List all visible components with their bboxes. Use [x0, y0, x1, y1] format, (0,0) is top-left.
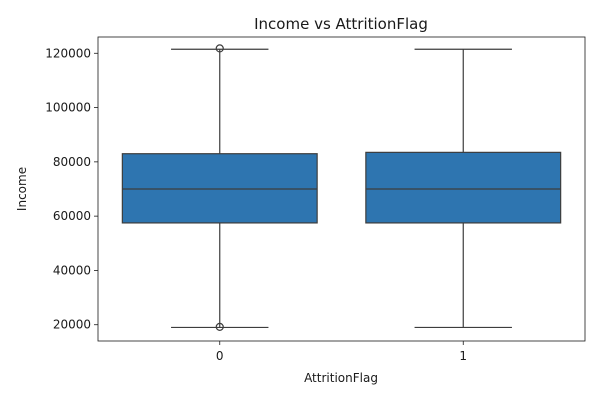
outlier-point [215, 322, 224, 331]
y-tick-label: 100000 [45, 101, 91, 115]
y-tick-label: 120000 [45, 46, 91, 60]
box [365, 151, 562, 224]
x-tick-label: 1 [459, 349, 467, 363]
outlier-point [215, 44, 224, 53]
y-tick-label: 40000 [53, 263, 91, 277]
y-tick-label: 80000 [53, 155, 91, 169]
y-axis: 20000 40000 60000 80000 100000 120000 [45, 46, 98, 332]
plot-area [97, 36, 586, 342]
x-tick-label: 0 [216, 349, 224, 363]
chart-title: Income vs AttritionFlag [254, 15, 428, 33]
box [121, 153, 318, 224]
y-axis-label: Income [15, 167, 29, 211]
box-group [121, 44, 318, 331]
y-tick-label: 20000 [53, 318, 91, 332]
box-group [365, 48, 562, 329]
x-axis-label: AttritionFlag [304, 371, 378, 385]
y-tick-label: 60000 [53, 209, 91, 223]
boxes-layer [121, 44, 562, 331]
